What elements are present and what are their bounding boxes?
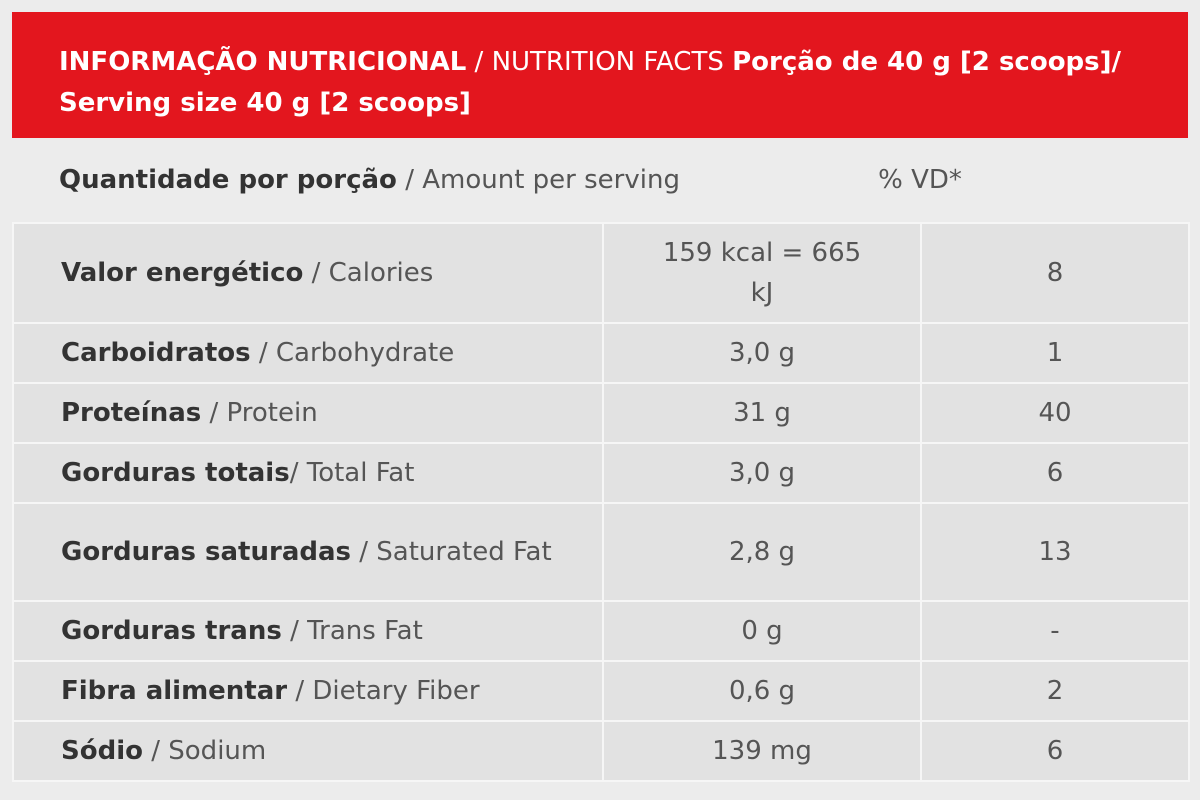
nutrient-quantity: 3,0 g [602,322,922,384]
nutrient-name: Gorduras trans / Trans Fat [12,600,604,662]
nutrient-quantity: 31 g [602,382,922,444]
nutrient-quantity: 2,8 g [602,502,922,602]
amount-label-en: / Amount per serving [396,165,680,195]
header-title-pt: INFORMAÇÃO NUTRICIONAL [59,47,467,77]
nutrient-name-pt: Proteínas [61,398,202,428]
nutrient-name-pt: Gorduras saturadas [61,537,351,567]
amount-label-pt: Quantidade por porção [59,165,397,195]
nutrition-header: INFORMAÇÃO NUTRICIONAL / NUTRITION FACTS… [12,12,1188,138]
nutrient-name-en: / Total Fat [289,458,415,488]
table-row-protein: Proteínas / Protein 31 g 40 [12,382,1190,444]
nutrient-name-pt: Sódio [61,736,143,766]
nutrient-name: Carboidratos / Carbohydrate [12,322,604,384]
nutrient-name: Sódio / Sodium [12,720,604,782]
nutrient-daily-value: - [920,600,1190,662]
nutrient-name-pt: Carboidratos [61,338,251,368]
daily-value-header: % VD* [878,165,962,195]
nutrient-name-en: / Calories [303,258,434,288]
nutrient-daily-value: 6 [920,720,1190,782]
nutrient-quantity: 0,6 g [602,660,922,722]
nutrient-name-pt: Fibra alimentar [61,676,288,706]
nutrient-daily-value: 40 [920,382,1190,444]
nutrient-daily-value: 2 [920,660,1190,722]
table-row-sodium: Sódio / Sodium 139 mg 6 [12,720,1190,782]
nutrient-daily-value: 8 [920,222,1190,324]
table-row-calories: Valor energético / Calories 159 kcal = 6… [12,222,1190,324]
nutrient-name-en: / Saturated Fat [351,537,552,567]
amount-per-serving-row: Quantidade por porção / Amount per servi… [12,138,1188,222]
nutrient-name-en: / Trans Fat [281,616,423,646]
header-title-en: / NUTRITION FACTS [466,47,733,77]
nutrient-quantity: 3,0 g [602,442,922,504]
nutrient-name-en: / Dietary Fiber [287,676,480,706]
table-row-total-fat: Gorduras totais/ Total Fat 3,0 g 6 [12,442,1190,504]
nutrient-name-en: / Sodium [142,736,267,766]
nutrient-name-pt: Gorduras totais [61,458,290,488]
nutrient-name-pt: Gorduras trans [61,616,282,646]
nutrient-name: Proteínas / Protein [12,382,604,444]
table-row-trans-fat: Gorduras trans / Trans Fat 0 g - [12,600,1190,662]
nutrient-daily-value: 13 [920,502,1190,602]
nutrient-daily-value: 6 [920,442,1190,504]
nutrient-name: Fibra alimentar / Dietary Fiber [12,660,604,722]
nutrient-quantity: 139 mg [602,720,922,782]
nutrient-quantity: 159 kcal = 665 kJ [602,222,922,324]
table-row-saturated-fat: Gorduras saturadas / Saturated Fat 2,8 g… [12,502,1190,602]
nutrient-name: Gorduras saturadas / Saturated Fat [12,502,604,602]
nutrition-table: Valor energético / Calories 159 kcal = 6… [12,222,1190,782]
nutrient-name-pt: Valor energético [61,258,304,288]
table-row-carbohydrate: Carboidratos / Carbohydrate 3,0 g 1 [12,322,1190,384]
nutrient-quantity: 0 g [602,600,922,662]
nutrient-name: Valor energético / Calories [12,222,604,324]
nutrient-name: Gorduras totais/ Total Fat [12,442,604,504]
amount-label: Quantidade por porção / Amount per servi… [59,160,680,200]
table-row-dietary-fiber: Fibra alimentar / Dietary Fiber 0,6 g 2 [12,660,1190,722]
header-serving: Porção de 40 g [2 scoops]/ Serving size … [59,47,1122,118]
nutrient-name-en: / Protein [201,398,318,428]
nutrient-daily-value: 1 [920,322,1190,384]
nutrient-name-en: / Carbohydrate [250,338,455,368]
